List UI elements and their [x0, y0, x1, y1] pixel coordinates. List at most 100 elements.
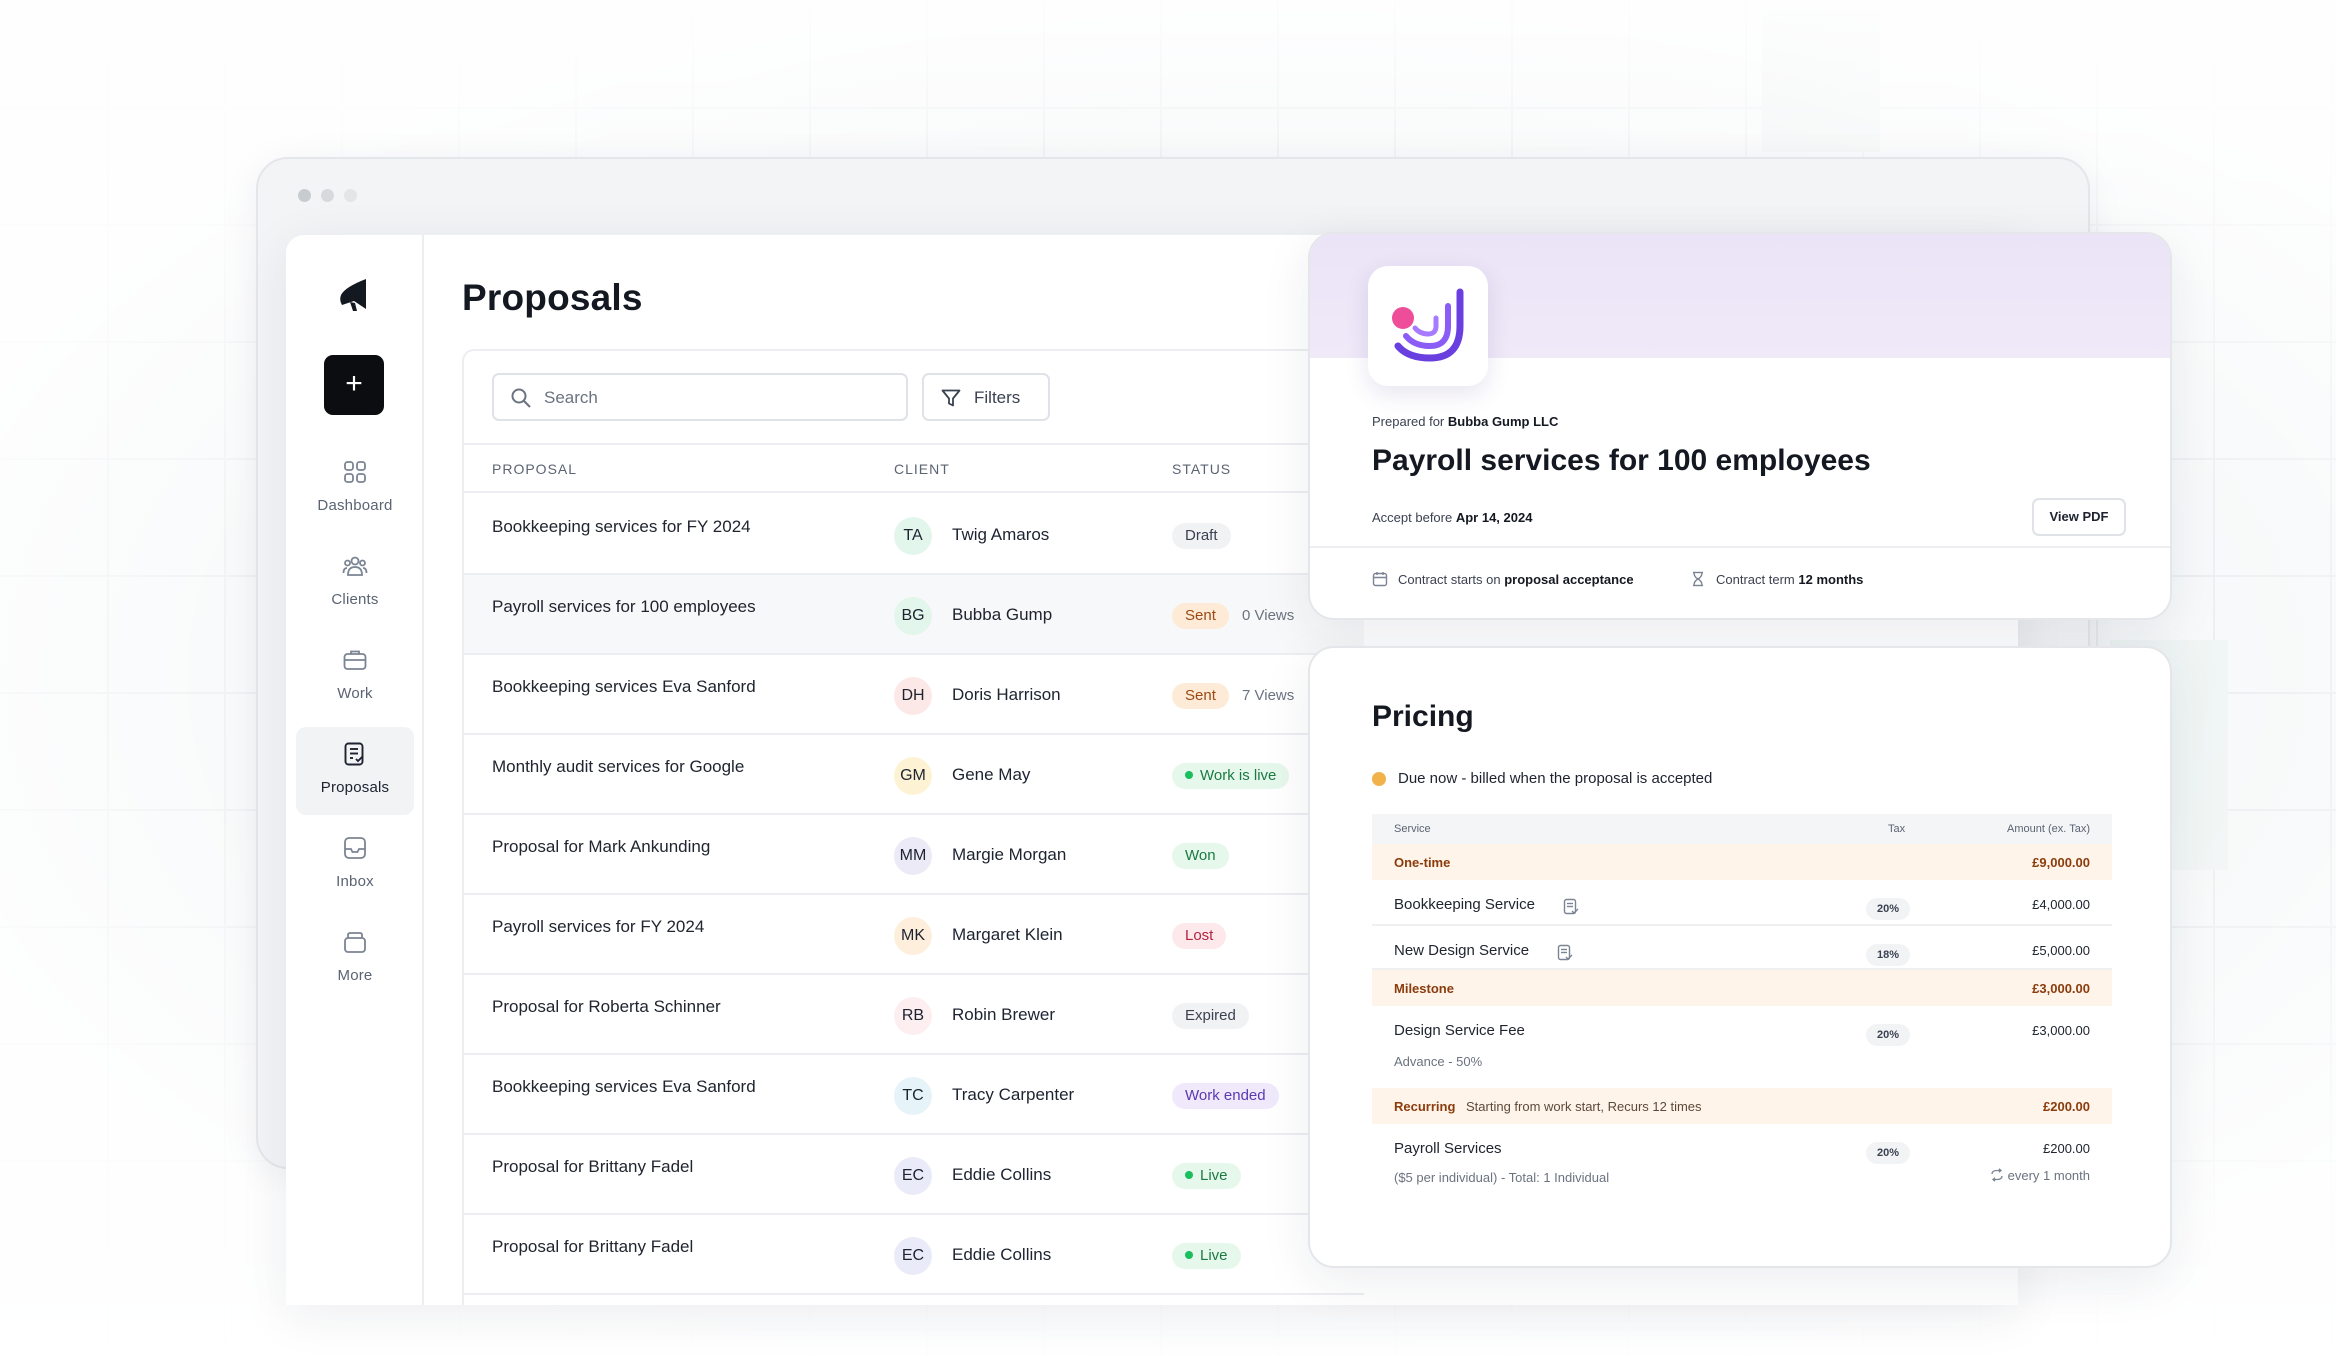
document-icon[interactable]: [1556, 944, 1574, 962]
proposal-name[interactable]: Monthly audit services for Google: [492, 757, 745, 776]
sidebar-item-clients[interactable]: Clients: [296, 539, 414, 627]
section-amount: £200.00: [2043, 1099, 2090, 1114]
column-header-proposal[interactable]: PROPOSAL: [492, 461, 578, 477]
window-controls: [298, 189, 357, 202]
proposal-name[interactable]: Bookkeeping services Eva Sanford: [492, 1077, 756, 1096]
status-label: Draft: [1185, 527, 1218, 544]
sidebar-item-label: Dashboard: [317, 497, 393, 514]
line-amount: £5,000.00: [2032, 943, 2090, 958]
status-label: Live: [1200, 1167, 1228, 1184]
maximize-dot[interactable]: [344, 189, 357, 202]
line-item[interactable]: Design Service Fee Advance - 50% 20% £3,…: [1372, 1006, 2112, 1088]
status-label: Won: [1185, 847, 1216, 864]
filter-icon: [941, 389, 961, 407]
proposal-name[interactable]: Bookkeeping services for FY 2024: [492, 517, 751, 536]
prepared-for: Prepared for Bubba Gump LLC: [1372, 414, 1559, 429]
sidebar: + Dashboard Clients Work: [286, 235, 424, 1305]
sidebar-item-dashboard[interactable]: Dashboard: [296, 445, 414, 533]
line-amount: £3,000.00: [2032, 1023, 2090, 1038]
section-label: Milestone: [1394, 981, 1454, 996]
proposal-name[interactable]: Proposal for Roberta Schinner: [492, 997, 721, 1016]
table-header: PROPOSAL CLIENT STATUS: [464, 443, 1364, 493]
table-row[interactable]: Proposal for Mark Ankunding MM Margie Morg…: [464, 815, 1364, 895]
clients-icon: [342, 556, 368, 576]
table-row[interactable]: Bookkeeping services Eva Sanford DH Doris …: [464, 655, 1364, 735]
status-badge: Work ended: [1172, 1083, 1279, 1109]
client-name[interactable]: Tracy Carpenter: [952, 1085, 1075, 1104]
service-name: Design Service Fee: [1394, 1022, 1525, 1039]
client-name[interactable]: Robin Brewer: [952, 1005, 1055, 1024]
client-name[interactable]: Eddie Collins: [952, 1245, 1052, 1264]
status-badge: Expired: [1172, 1003, 1249, 1029]
sidebar-item-label: More: [337, 967, 373, 984]
line-item[interactable]: New Design Service 18% £5,000.00: [1372, 926, 2112, 970]
client-name[interactable]: Gene May: [952, 765, 1031, 784]
minimize-dot[interactable]: [321, 189, 334, 202]
filters-button[interactable]: Filters: [922, 373, 1050, 421]
table-row[interactable]: Payroll services for FY 2024 MK Margaret K…: [464, 895, 1364, 975]
contract-starts: Contract starts on proposal acceptance: [1372, 572, 1634, 587]
status-label: Work is live: [1200, 767, 1277, 784]
recurrence: every 1 month: [1990, 1168, 2090, 1183]
client-name[interactable]: Doris Harrison: [952, 685, 1061, 704]
column-header-status[interactable]: STATUS: [1172, 461, 1232, 477]
section-label: One-time: [1394, 855, 1451, 870]
sidebar-item-inbox[interactable]: Inbox: [296, 821, 414, 909]
hourglass-icon: [1693, 571, 1703, 587]
status-label: Expired: [1185, 1007, 1236, 1024]
due-now-text: Due now - billed when the proposal is ac…: [1398, 770, 1713, 787]
client-name[interactable]: Twig Amaros: [952, 525, 1050, 544]
column-header-client[interactable]: CLIENT: [894, 461, 950, 477]
proposal-name[interactable]: Bookkeeping services Eva Sanford: [492, 677, 756, 696]
line-item[interactable]: Bookkeeping Service 20% £4,000.00: [1372, 880, 2112, 926]
header-amount: Amount (ex. Tax): [2007, 823, 2090, 835]
table-row[interactable]: Monthly audit services for Google GM Gene …: [464, 735, 1364, 815]
status-badge: Sent: [1172, 683, 1229, 709]
avatar: MM: [894, 837, 932, 875]
sidebar-item-proposals[interactable]: Proposals: [296, 727, 414, 815]
table-row[interactable]: Proposal for Roberta Schinner RB Robin Bre…: [464, 975, 1364, 1055]
brand-logo-icon: [1392, 288, 1464, 362]
search-input[interactable]: Search: [492, 373, 908, 421]
tax-badge: 20%: [1866, 1142, 1910, 1164]
service-name: Payroll Services: [1394, 1140, 1502, 1157]
sidebar-item-label: Clients: [331, 591, 379, 608]
table-row[interactable]: Proposal for Brittany Fadel EC Eddie Colli…: [464, 1215, 1364, 1295]
client-name[interactable]: Margaret Klein: [952, 925, 1063, 944]
table-row[interactable]: Payroll services for 100 employees BG Bubb…: [464, 575, 1364, 655]
status-badge: Lost: [1172, 923, 1227, 949]
sidebar-item-more[interactable]: More: [296, 915, 414, 1003]
proposal-title: Payroll services for 100 employees: [1372, 444, 1871, 477]
live-dot-icon: [1185, 771, 1193, 779]
pricing-header: Service Tax Amount (ex. Tax): [1372, 814, 2112, 844]
page-title: Proposals: [462, 277, 643, 318]
view-pdf-button[interactable]: View PDF: [2032, 498, 2126, 536]
status-label: Sent: [1185, 687, 1216, 704]
client-name[interactable]: Eddie Collins: [952, 1165, 1052, 1184]
avatar: EC: [894, 1157, 932, 1195]
client-name[interactable]: Margie Morgan: [952, 845, 1067, 864]
sidebar-item-work[interactable]: Work: [296, 633, 414, 721]
proposal-name[interactable]: Proposal for Mark Ankunding: [492, 837, 711, 856]
brand-logo: [1368, 266, 1488, 386]
divider: [1310, 546, 2170, 548]
section-subtext: Starting from work start, Recurs 12 time…: [1466, 1099, 1702, 1114]
new-proposal-button[interactable]: +: [324, 355, 384, 415]
proposal-name[interactable]: Payroll services for FY 2024: [492, 917, 705, 936]
logo-icon[interactable]: [336, 275, 374, 315]
proposal-name[interactable]: Proposal for Brittany Fadel: [492, 1157, 694, 1176]
proposal-name[interactable]: Payroll services for 100 employees: [492, 597, 756, 616]
line-item[interactable]: Payroll Services ($5 per individual) - T…: [1372, 1124, 2112, 1204]
search-icon: [511, 388, 531, 408]
due-status-icon: [1372, 772, 1386, 786]
table-row[interactable]: Bookkeeping services for FY 2024 TA Twig A…: [464, 495, 1364, 575]
sidebar-item-label: Proposals: [320, 779, 390, 796]
document-icon[interactable]: [1562, 898, 1580, 916]
table-row[interactable]: Bookkeeping services Eva Sanford TC Tracy …: [464, 1055, 1364, 1135]
client-name[interactable]: Bubba Gump: [952, 605, 1053, 624]
close-dot[interactable]: [298, 189, 311, 202]
header-service: Service: [1394, 823, 1431, 835]
table-row[interactable]: Proposal for Brittany Fadel EC Eddie Colli…: [464, 1135, 1364, 1215]
proposal-name[interactable]: Proposal for Brittany Fadel: [492, 1237, 694, 1256]
service-name: New Design Service: [1394, 942, 1530, 959]
